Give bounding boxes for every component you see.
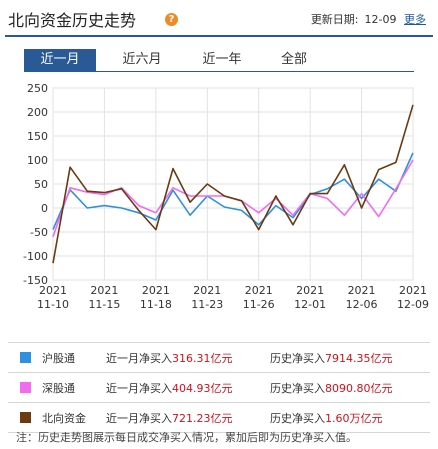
updated-label: 更新日期: [310,13,359,26]
header-divider [5,35,433,37]
legend-name: 北向资金 [42,412,86,425]
legend-month: 近一月净买入721.23亿元 [106,412,233,425]
x-tick-date: 11-23 [191,298,223,311]
tab-one-year[interactable]: 近一年 [202,52,242,67]
series-line [52,104,414,264]
legend-swatch-sh [20,352,31,363]
x-tick-date: 11-26 [243,298,275,311]
footnote: 注：历史走势图展示每日成交净买入情况，累加后即为历史净买入值。 [16,431,357,444]
page-title: 北向资金历史走势 [8,11,137,30]
y-tick-label: -150 [23,274,48,287]
legend-row-sh: 沪股通 近一月净买入316.31亿元 历史净买入7914.35亿元 [8,343,430,373]
y-tick-label: 250 [27,82,48,95]
x-tick-date: 11-10 [37,298,69,311]
y-tick-label: 100 [27,154,48,167]
x-tick-date: 11-15 [88,298,120,311]
y-tick-label: 150 [27,130,48,143]
x-tick-year: 2021 [90,284,118,297]
x-tick-date: 12-01 [294,298,326,311]
tab-all[interactable]: 全部 [280,52,307,67]
y-tick-label: 0 [41,202,48,215]
legend-swatch-sz [20,382,31,393]
legend-month: 近一月净买入316.31亿元 [106,352,233,365]
x-tick-year: 2021 [142,284,170,297]
y-tick-label: -50 [30,226,48,239]
legend-history: 历史净买入1.60万亿元 [270,412,383,425]
legend-history: 历史净买入7914.35亿元 [270,352,393,365]
legend-history: 历史净买入8090.80亿元 [270,382,393,395]
question-circle-icon[interactable]: ? [165,13,178,26]
tabs-underline [24,71,414,72]
x-tick-year: 2021 [399,284,427,297]
update-info: 更新日期: 12-09 更多 [311,11,426,27]
legend-swatch-north [20,412,31,423]
y-tick-label: -100 [23,250,48,263]
tab-one-month[interactable]: 近一月 [24,49,96,71]
legend-table: 沪股通 近一月净买入316.31亿元 历史净买入7914.35亿元 深股通 近一… [8,342,430,433]
y-tick-label: 50 [34,178,48,191]
more-link[interactable]: 更多 [404,13,426,26]
legend-name: 深股通 [42,382,75,395]
x-tick-year: 2021 [348,284,376,297]
x-tick-date: 11-18 [140,298,172,311]
x-tick-year: 2021 [296,284,324,297]
y-tick-label: 200 [27,106,48,119]
legend-month: 近一月净买入404.93亿元 [106,382,233,395]
x-tick-year: 2021 [245,284,273,297]
x-tick-date: 12-09 [397,298,429,311]
x-tick-year: 2021 [39,284,67,297]
northbound-flow-chart: -150-100-50050100150200250202111-1020211… [23,82,429,311]
x-tick-date: 12-06 [346,298,378,311]
legend-row-sz: 深股通 近一月净买入404.93亿元 历史净买入8090.80亿元 [8,373,430,403]
updated-date: 12-09 [364,13,397,26]
legend-name: 沪股通 [42,352,75,365]
series-line [52,152,414,230]
tab-six-months[interactable]: 近六月 [122,52,162,67]
x-tick-year: 2021 [193,284,221,297]
legend-row-north: 北向资金 近一月净买入721.23亿元 历史净买入1.60万亿元 [8,403,430,433]
